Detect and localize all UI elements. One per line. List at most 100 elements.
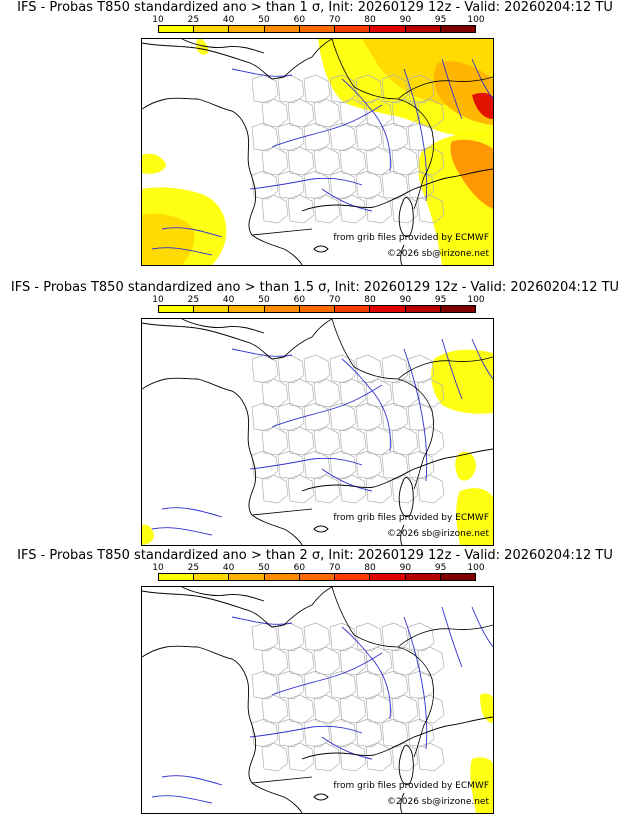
department-outline: [261, 146, 289, 176]
rivers: [151, 338, 493, 536]
department-outline: [329, 622, 357, 652]
department-outline: [303, 450, 331, 480]
department-outline: [313, 146, 341, 176]
department-outline: [417, 426, 445, 456]
coastline: [142, 377, 199, 390]
department-outline: [391, 646, 419, 676]
department-outline: [365, 742, 393, 772]
river: [341, 358, 391, 452]
legend-swatch: [405, 26, 441, 32]
probability-shading: [470, 693, 493, 813]
department-outline: [407, 622, 435, 652]
shade-atlantic: [142, 153, 166, 174]
department-outline: [251, 450, 279, 480]
shade-iberia: [142, 524, 154, 545]
department-outline: [339, 646, 367, 676]
department-outline: [261, 194, 289, 224]
legend-swatch: [370, 26, 406, 32]
legend-swatch: [335, 306, 371, 312]
shade-alps-west: [455, 451, 476, 481]
coastlines: [142, 319, 493, 545]
department-outline: [355, 402, 383, 432]
department-outline: [261, 426, 289, 456]
river: [151, 527, 213, 536]
department-outline: [365, 98, 393, 128]
legend-tick-label: 50: [258, 563, 270, 573]
department-outline: [391, 194, 419, 224]
island: [400, 244, 405, 265]
department-outline: [381, 74, 409, 104]
department-outline: [339, 146, 367, 176]
shade-iberia-core: [142, 213, 195, 265]
department-outline: [277, 122, 305, 152]
department-outline: [303, 74, 331, 104]
coastline: [197, 646, 303, 813]
river: [321, 188, 373, 212]
shade-east-max: [472, 92, 493, 119]
legend-tick-label: 10: [152, 563, 164, 573]
department-outline: [303, 402, 331, 432]
country-borders: [251, 587, 493, 784]
source-credit: from grib files provided by ECMWF: [333, 233, 489, 243]
department-outline: [329, 718, 357, 748]
legend-tick-label: 100: [467, 15, 485, 25]
department-outline: [391, 474, 419, 504]
department-outline: [381, 122, 409, 152]
department-outline: [365, 474, 393, 504]
river: [151, 247, 213, 256]
island: [400, 792, 405, 813]
department-outline: [313, 426, 341, 456]
legend-swatch: [440, 574, 475, 580]
island: [398, 476, 414, 518]
department-outline: [381, 450, 409, 480]
forecast-panel-1-5sigma: IFS - Probas T850 standardized ano > tha…: [0, 280, 630, 548]
legend-swatch: [229, 574, 265, 580]
legend-swatch: [299, 26, 336, 32]
department-outline: [313, 98, 341, 128]
country-border: [397, 356, 493, 380]
coastline: [301, 448, 493, 492]
coastline: [181, 39, 265, 54]
country-borders: [251, 39, 493, 236]
coastlines: [142, 39, 493, 265]
department-outline: [355, 718, 383, 748]
river: [441, 338, 463, 400]
department-outline: [355, 170, 383, 200]
copyright-credit: ©2026 sb@irizone.net: [387, 249, 489, 259]
legend-tick-label: 60: [293, 15, 306, 25]
department-outline: [261, 474, 289, 504]
legend-swatch: [440, 26, 475, 32]
rivers: [151, 606, 493, 804]
country-border: [251, 228, 313, 236]
department-outline: [277, 402, 305, 432]
department-outline: [251, 170, 279, 200]
river: [271, 652, 383, 696]
probability-map: from grib files provided by ECMWF ©2026 …: [141, 586, 494, 814]
probability-shading: [142, 349, 493, 545]
islands: [313, 476, 414, 545]
map-canvas: [142, 319, 493, 545]
department-outline: [391, 694, 419, 724]
coastlines: [142, 587, 493, 813]
coastline: [142, 587, 333, 628]
panel-title: IFS - Probas T850 standardized ano > tha…: [10, 280, 620, 295]
legend-tick-label: 10: [152, 295, 164, 305]
shade-alps-core: [450, 139, 493, 209]
country-border: [251, 776, 313, 784]
shade-italy-edge: [470, 757, 493, 813]
department-outline: [391, 146, 419, 176]
department-outline: [339, 194, 367, 224]
department-outline: [391, 742, 419, 772]
department-outline: [303, 354, 331, 384]
legend-swatch: [405, 306, 441, 312]
legend-swatch: [405, 574, 441, 580]
legend-swatch: [299, 306, 336, 312]
legend-tick-label: 40: [222, 295, 235, 305]
department-outline: [313, 378, 341, 408]
legend-swatch: [335, 574, 371, 580]
department-outline: [287, 146, 315, 176]
shade-alps-north: [431, 349, 493, 414]
department-outline: [417, 146, 445, 176]
department-outline: [329, 170, 357, 200]
legend-tick-label: 60: [293, 563, 306, 573]
